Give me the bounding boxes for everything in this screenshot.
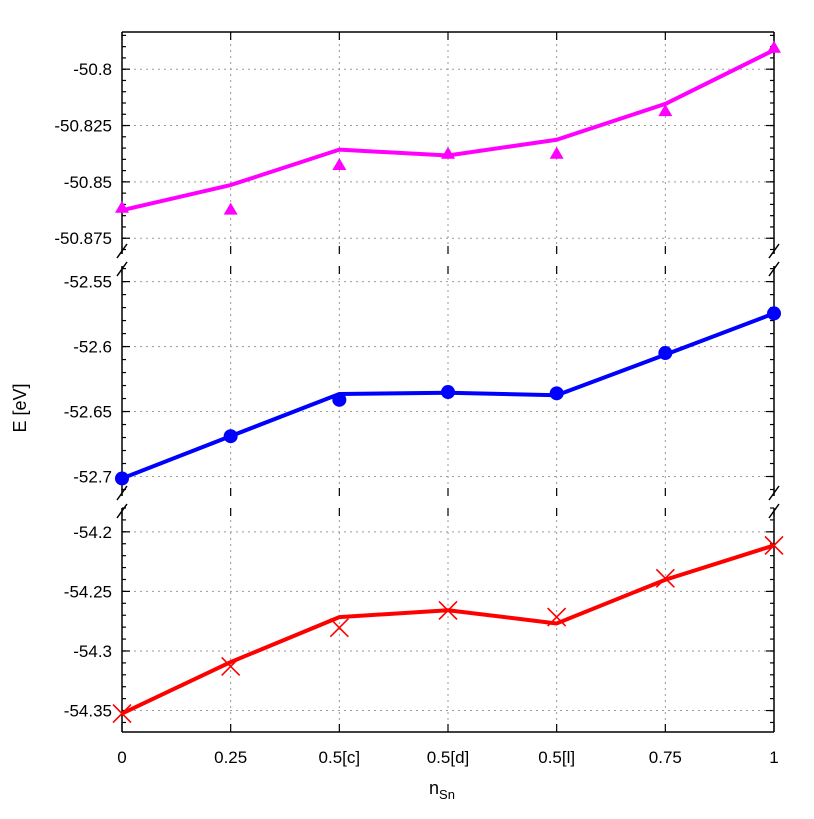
y-axis-title: E [eV] bbox=[10, 383, 30, 432]
x-tick-label: 0.75 bbox=[649, 748, 682, 767]
data-point-triangle bbox=[441, 146, 455, 159]
data-point-circle bbox=[549, 386, 564, 401]
x-tick-label: 1 bbox=[769, 748, 778, 767]
x-axis-title-main: n bbox=[429, 778, 439, 798]
axis-break-mark bbox=[116, 243, 128, 259]
x-tick-label: 0.5[d] bbox=[427, 748, 470, 767]
x-tick-label: 0.5[l] bbox=[538, 748, 575, 767]
y-tick-label: -54.35 bbox=[64, 702, 112, 721]
data-point-circle bbox=[767, 306, 781, 321]
y-tick-label: -52.55 bbox=[64, 273, 112, 292]
data-point-triangle bbox=[767, 40, 781, 53]
data-point-circle bbox=[658, 346, 673, 361]
y-tick-label: -52.6 bbox=[73, 338, 112, 357]
data-point-cross bbox=[655, 568, 675, 588]
x-tick-label: 0 bbox=[117, 748, 126, 767]
data-point-cross bbox=[764, 535, 784, 555]
data-point-triangle bbox=[658, 104, 673, 117]
data-point-cross bbox=[221, 656, 241, 677]
x-tick-label: 0.5[c] bbox=[319, 748, 361, 767]
axis-break-mark bbox=[116, 485, 128, 501]
y-tick-label: -52.65 bbox=[64, 403, 112, 422]
data-point-cross bbox=[438, 600, 458, 621]
data-point-circle bbox=[223, 429, 238, 444]
axis-break-mark bbox=[768, 261, 780, 277]
y-tick-label: -52.7 bbox=[73, 468, 112, 487]
x-axis-title-subscript: Sn bbox=[439, 787, 455, 802]
data-point-cross bbox=[112, 703, 132, 724]
data-point-triangle bbox=[332, 157, 347, 170]
data-point-circle bbox=[332, 392, 347, 407]
axis-break-mark bbox=[116, 261, 128, 277]
axis-break-mark bbox=[116, 503, 128, 519]
data-point-circle bbox=[441, 385, 455, 400]
data-point-triangle bbox=[115, 200, 129, 213]
x-tick-label: 0.25 bbox=[214, 748, 247, 767]
axis-break-mark bbox=[768, 485, 780, 501]
data-point-triangle bbox=[223, 202, 238, 215]
y-tick-label: -50.8 bbox=[73, 60, 112, 79]
data-point-cross bbox=[547, 607, 567, 627]
y-tick-label: -54.25 bbox=[64, 582, 112, 601]
y-tick-label: -50.85 bbox=[64, 173, 112, 192]
axis-break-mark bbox=[768, 503, 780, 519]
y-tick-label: -50.825 bbox=[54, 117, 112, 136]
data-point-circle bbox=[115, 471, 129, 486]
y-tick-label: -54.3 bbox=[73, 642, 112, 661]
data-point-triangle bbox=[549, 146, 564, 159]
data-point-cross bbox=[329, 618, 349, 638]
y-tick-label: -54.2 bbox=[73, 523, 112, 542]
y-tick-label: -50.875 bbox=[54, 229, 112, 248]
axis-break-mark bbox=[768, 243, 780, 259]
x-axis-title: nSn bbox=[429, 778, 455, 802]
